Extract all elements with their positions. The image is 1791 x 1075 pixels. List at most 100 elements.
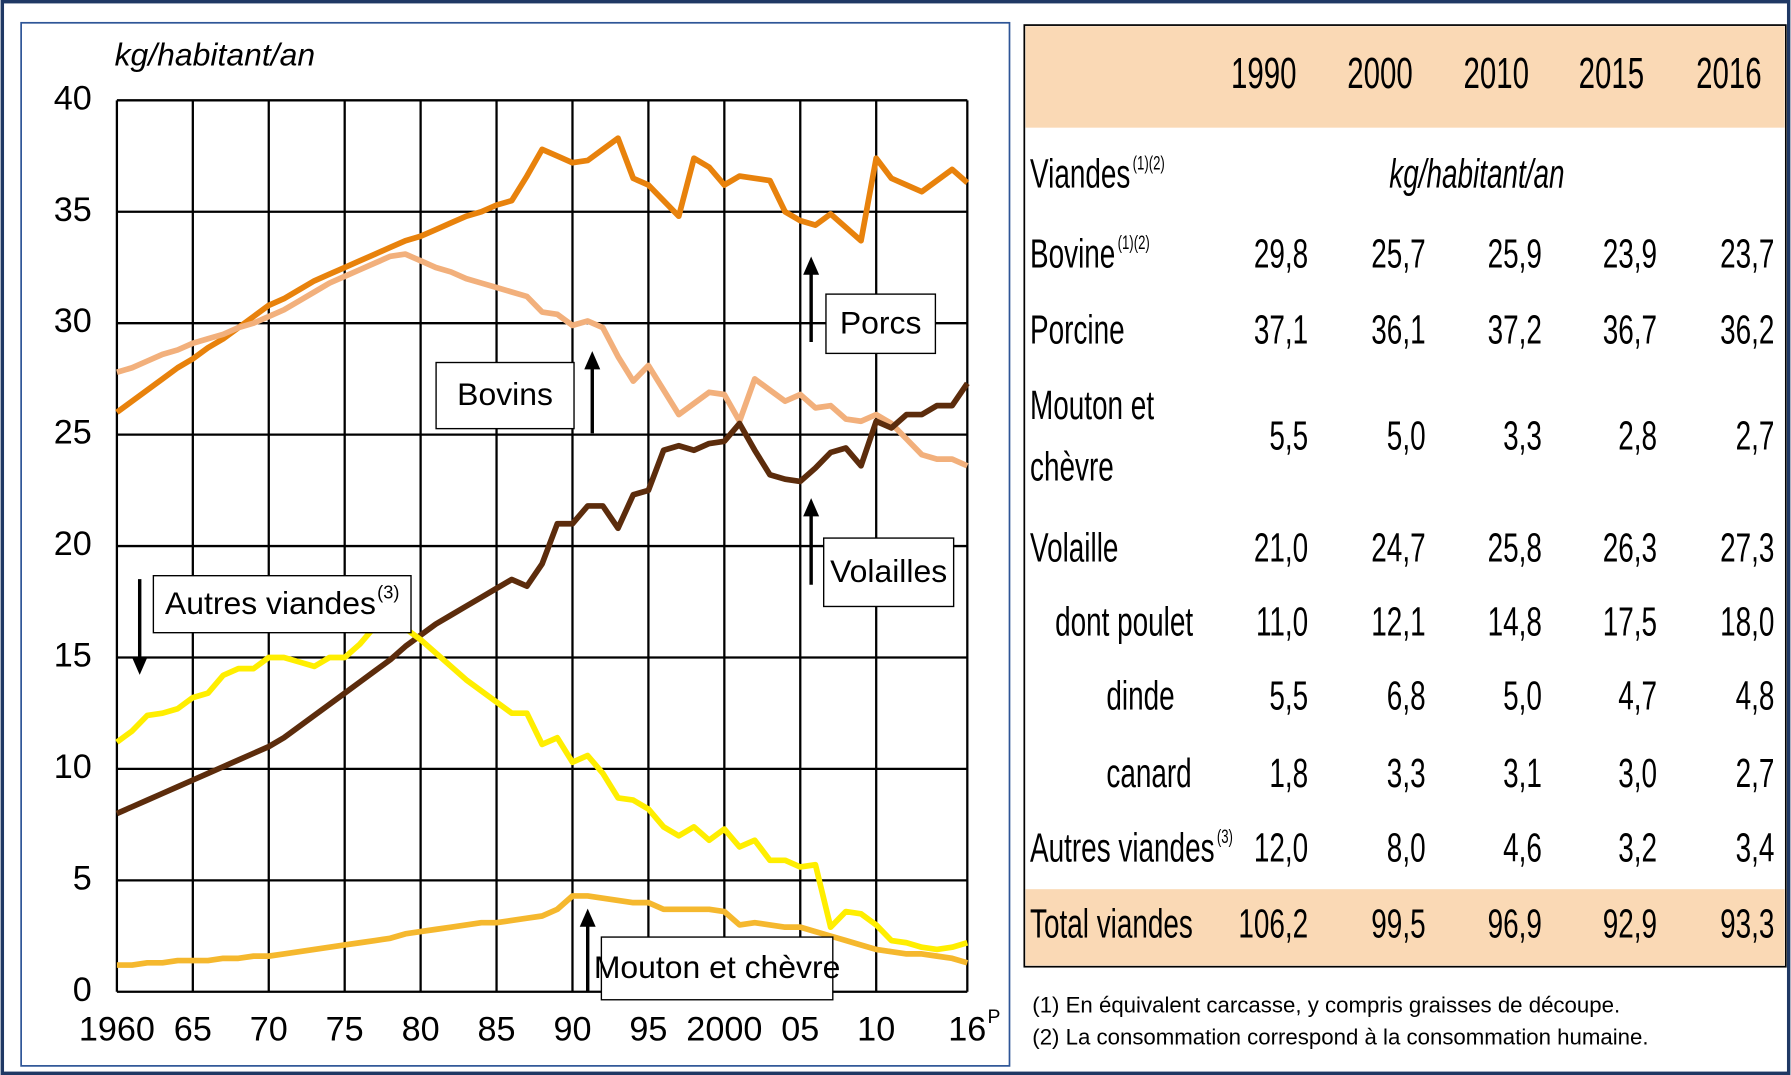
cell-value-group: 2,8 xyxy=(1618,413,1657,459)
cell-value: 12,0 xyxy=(1254,825,1308,871)
series-line xyxy=(115,621,969,953)
total-value: 96,9 xyxy=(1488,901,1542,947)
column-header: 2015 xyxy=(1579,48,1645,97)
cell-value-group: 23,7 xyxy=(1720,231,1774,277)
cell-value: 25,8 xyxy=(1488,525,1542,571)
x-tick-label: 85 xyxy=(478,1011,516,1049)
y-tick-label: 15 xyxy=(54,637,92,675)
cell-value-group: 36,2 xyxy=(1720,307,1774,353)
cell-value-group: 18,0 xyxy=(1720,599,1774,645)
cell-value: 37,1 xyxy=(1254,307,1308,353)
cell-value-group: 25,9 xyxy=(1488,231,1542,277)
cell-value-group: 3,3 xyxy=(1387,751,1426,797)
row-label: dont poulet xyxy=(1055,599,1193,645)
cell-value-group: 25,7 xyxy=(1371,231,1425,277)
column-header-group: 2000 xyxy=(1347,48,1413,97)
cell-value: 17,5 xyxy=(1603,599,1657,645)
cell-value: 3,0 xyxy=(1618,751,1657,797)
unit-label-group: kg/habitant/an xyxy=(1389,151,1564,197)
y-tick-label: 25 xyxy=(54,414,92,452)
x-tick-label: 95 xyxy=(629,1011,667,1049)
cell-value-group: 25,8 xyxy=(1488,525,1542,571)
row-label-note: (1)(2) xyxy=(1133,152,1165,174)
cell-value: 3,3 xyxy=(1387,751,1426,797)
total-value: 93,3 xyxy=(1720,901,1774,947)
cell-value: 23,9 xyxy=(1603,231,1657,277)
row-label-group: dinde xyxy=(1106,673,1174,719)
cell-value: 23,7 xyxy=(1720,231,1774,277)
cell-value-group: 36,1 xyxy=(1371,307,1425,353)
series-label: Bovins xyxy=(457,376,553,412)
row-label-note: (1)(2) xyxy=(1118,232,1150,254)
cell-value-group: 2,7 xyxy=(1736,413,1775,459)
cell-value-group: 3,3 xyxy=(1503,413,1542,459)
cell-value-group: 12,0 xyxy=(1254,825,1308,871)
series-line xyxy=(115,381,970,817)
x-tick-label: 10 xyxy=(857,1011,895,1049)
series-label: Mouton et chèvre xyxy=(594,949,841,985)
series-line xyxy=(116,893,969,968)
total-value-group: 96,9 xyxy=(1488,901,1542,947)
row-label-note-group: (1)(2) xyxy=(1118,232,1150,254)
column-header: 1990 xyxy=(1231,48,1297,97)
x-tick-note: P xyxy=(987,1006,1000,1028)
row-label-group: Volaille xyxy=(1030,525,1118,571)
series-label-box xyxy=(435,361,575,430)
row-label-group: Autres viandes xyxy=(1030,825,1215,871)
series-line xyxy=(116,251,969,469)
row-label-group: Viandes xyxy=(1030,151,1130,197)
cell-value: 24,7 xyxy=(1371,525,1425,571)
row-label-note: (3) xyxy=(1217,825,1233,847)
cell-value-group: 36,7 xyxy=(1603,307,1657,353)
y-tick-label: 30 xyxy=(54,302,92,340)
row-label: canard xyxy=(1106,751,1191,797)
row-label-group: dont poulet xyxy=(1055,599,1193,645)
cell-value: 25,9 xyxy=(1488,231,1542,277)
cell-value-group: 11,0 xyxy=(1256,599,1308,645)
x-tick-label: 2000 xyxy=(686,1011,762,1049)
total-value-group: 106,2 xyxy=(1238,901,1308,947)
unit-label: kg/habitant/an xyxy=(1389,151,1564,197)
column-header-group: 2015 xyxy=(1579,48,1645,97)
column-header: 2010 xyxy=(1464,48,1530,97)
cell-value: 29,8 xyxy=(1254,231,1308,277)
series-label: Volailles xyxy=(830,553,947,589)
row-label: Viandes xyxy=(1030,151,1130,197)
column-header-group: 2010 xyxy=(1464,48,1530,97)
x-tick-label: 70 xyxy=(250,1011,288,1049)
cell-value-group: 29,8 xyxy=(1254,231,1308,277)
cell-value-group: 14,8 xyxy=(1488,599,1542,645)
cell-value-group: 3,0 xyxy=(1618,751,1657,797)
annotation-arrowhead xyxy=(803,256,820,275)
total-label: Total viandes xyxy=(1030,901,1193,947)
row-label-group: chèvre xyxy=(1030,444,1114,490)
cell-value: 3,4 xyxy=(1736,825,1775,871)
cell-value: 1,8 xyxy=(1269,751,1308,797)
cell-value-group: 27,3 xyxy=(1720,525,1774,571)
cell-value: 36,1 xyxy=(1371,307,1425,353)
total-value-group: 93,3 xyxy=(1720,901,1774,947)
x-tick-label: 65 xyxy=(174,1011,212,1049)
cell-value: 5,0 xyxy=(1503,673,1542,719)
cell-value: 5,5 xyxy=(1269,673,1308,719)
cell-value-group: 23,9 xyxy=(1603,231,1657,277)
cell-value: 4,6 xyxy=(1503,825,1542,871)
series-label-box xyxy=(600,936,834,1001)
total-value-group: 99,5 xyxy=(1371,901,1425,947)
row-label: Mouton et xyxy=(1030,383,1154,429)
total-value: 106,2 xyxy=(1238,901,1308,947)
y-tick-label: 20 xyxy=(54,525,92,563)
y-axis-label: kg/habitant/an xyxy=(115,36,315,72)
row-label-group: Porcine xyxy=(1030,307,1125,353)
table-header-band xyxy=(1025,26,1785,128)
cell-value: 36,2 xyxy=(1720,307,1774,353)
series-label: Autres viandes xyxy=(165,585,376,621)
cell-value-group: 6,8 xyxy=(1387,673,1426,719)
row-label-group: Bovine xyxy=(1030,231,1115,277)
cell-value: 2,7 xyxy=(1736,751,1775,797)
cell-value-group: 4,8 xyxy=(1736,673,1775,719)
cell-value: 3,2 xyxy=(1618,825,1657,871)
cell-value-group: 2,7 xyxy=(1736,751,1775,797)
cell-value: 11,0 xyxy=(1256,599,1308,645)
row-label-group: canard xyxy=(1106,751,1191,797)
